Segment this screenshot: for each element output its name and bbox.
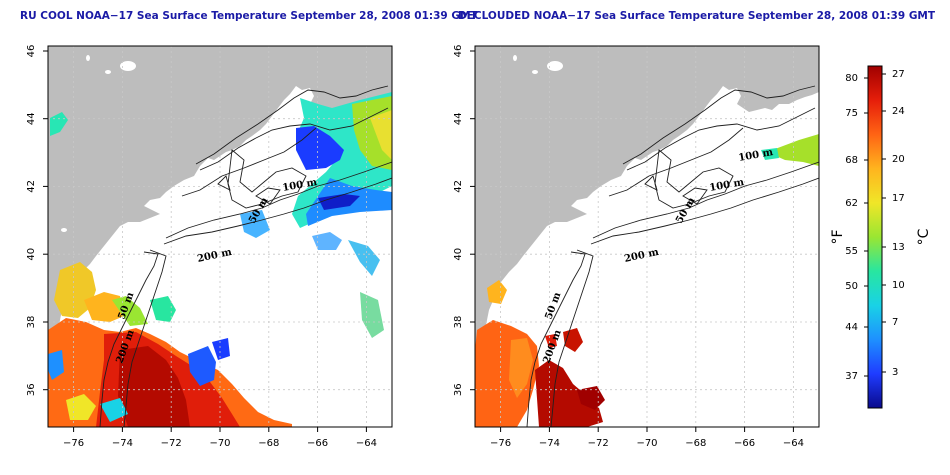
x-tick-label: −74: [112, 438, 133, 449]
y-tick-label: 40: [453, 248, 464, 261]
x-tick-label: −72: [588, 438, 609, 449]
y-tick-label: 44: [26, 112, 37, 125]
f-tick-label: 62: [845, 198, 858, 209]
sst-raw-field: [48, 92, 392, 427]
f-tick-label: 50: [845, 281, 858, 292]
f-tick-label: 44: [845, 322, 858, 333]
y-tick-label: 36: [453, 383, 464, 396]
land-mass: [475, 46, 819, 410]
c-tick-label: 17: [892, 193, 905, 204]
y-tick-label: 36: [26, 383, 37, 396]
f-tick-label: 80: [845, 73, 858, 84]
bathymetry-contours: [526, 85, 819, 427]
f-tick-label: 75: [845, 108, 858, 119]
left-panel-title: RU COOL NOAA−17 Sea Surface Temperature …: [20, 10, 478, 22]
left-x-axis: −76 −74 −72 −70 −68 −66 −64: [63, 438, 377, 449]
celsius-ticks: 27 24 20 17 13 10 7 3: [892, 69, 905, 378]
x-tick-label: −64: [356, 438, 377, 449]
right-x-axis: −76 −74 −72 −70 −68 −66 −64: [490, 438, 804, 449]
c-tick-label: 3: [892, 367, 898, 378]
x-tick-label: −64: [783, 438, 804, 449]
right-y-axis: 36 38 40 42 44 46: [453, 45, 464, 396]
x-tick-label: −66: [307, 438, 328, 449]
y-tick-label: 44: [453, 112, 464, 125]
x-tick-label: −76: [490, 438, 511, 449]
colorbar-gradient: [867, 65, 883, 409]
y-tick-label: 42: [453, 180, 464, 193]
f-tick-label: 68: [845, 155, 858, 166]
x-tick-label: −74: [539, 438, 560, 449]
c-tick-label: 20: [892, 154, 905, 165]
left-y-axis: 36 38 40 42 44 46: [26, 45, 37, 396]
x-tick-label: −76: [63, 438, 84, 449]
graticule: [475, 46, 819, 427]
y-tick-label: 46: [26, 45, 37, 58]
right-panel-title: DECLOUDED NOAA−17 Sea Surface Temperatur…: [458, 10, 936, 22]
f-tick-label: 37: [845, 371, 858, 382]
x-tick-label: −68: [258, 438, 279, 449]
x-tick-label: −72: [161, 438, 182, 449]
f-tick-label: 55: [845, 246, 858, 257]
c-tick-label: 7: [892, 317, 898, 328]
c-tick-label: 10: [892, 280, 905, 291]
x-tick-label: −68: [685, 438, 706, 449]
right-map-panel: 100 m 100 m 50 m 200 m 50 m 200 m: [453, 45, 820, 449]
c-tick-label: 24: [892, 106, 905, 117]
sst-declouded-field: [475, 134, 819, 427]
y-tick-label: 42: [26, 180, 37, 193]
c-tick-label: 13: [892, 242, 905, 253]
colorbar: 80 75 68 62 55 50 44 37 27 24 20 17 13 1…: [830, 65, 932, 409]
fahrenheit-unit-label: °F: [830, 229, 846, 244]
y-tick-label: 46: [453, 45, 464, 58]
y-tick-label: 40: [26, 248, 37, 261]
left-map-panel: 100 m 50 m 200 m 50 m 200 m −76: [26, 45, 393, 449]
x-tick-label: −70: [636, 438, 657, 449]
graticule: [48, 46, 392, 427]
y-tick-label: 38: [453, 316, 464, 329]
y-tick-label: 38: [26, 316, 37, 329]
x-tick-label: −66: [734, 438, 755, 449]
x-tick-label: −70: [209, 438, 230, 449]
celsius-unit-label: °C: [916, 228, 932, 245]
fahrenheit-ticks: 80 75 68 62 55 50 44 37: [845, 73, 858, 382]
bathymetry-contours: [99, 85, 392, 427]
land-mass: [48, 46, 392, 410]
c-tick-label: 27: [892, 69, 905, 80]
